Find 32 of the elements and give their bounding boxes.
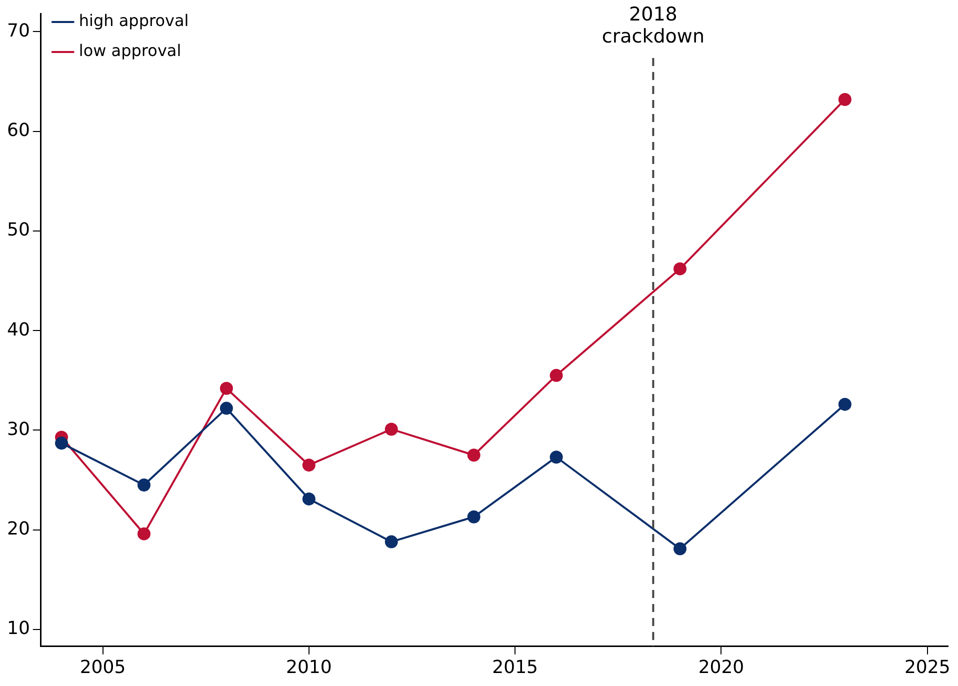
y-tick-label: 10 (7, 618, 30, 640)
point (137, 527, 150, 540)
point (838, 398, 852, 411)
point (838, 92, 852, 106)
point (384, 535, 398, 548)
x-tick-label: 2005 (80, 656, 126, 678)
y-tick-label: 50 (7, 220, 30, 241)
point (302, 492, 316, 506)
y-tick-label: 20 (7, 518, 30, 540)
point (137, 478, 150, 492)
point (302, 458, 316, 472)
x-tick-label: 2015 (492, 656, 538, 678)
legend-label: high approval (78, 11, 189, 30)
point (220, 382, 233, 395)
x-tick-label: 2025 (904, 656, 950, 678)
point (384, 422, 398, 436)
y-tick-label: 60 (7, 120, 30, 142)
legend-label: low approval (78, 41, 182, 60)
point (55, 436, 68, 450)
y-tick-label: 40 (7, 319, 30, 340)
x-tick-label: 2020 (698, 656, 744, 678)
point (467, 448, 480, 462)
point (550, 450, 563, 464)
point (467, 510, 480, 524)
point (220, 402, 233, 415)
y-tick-label: 30 (7, 418, 30, 440)
point (673, 542, 686, 556)
point (550, 368, 563, 382)
x-tick-label: 2010 (286, 656, 332, 678)
point (673, 262, 686, 276)
ref-line-label: 2018 crackdown (602, 3, 705, 48)
y-tick-label: 70 (7, 20, 30, 42)
